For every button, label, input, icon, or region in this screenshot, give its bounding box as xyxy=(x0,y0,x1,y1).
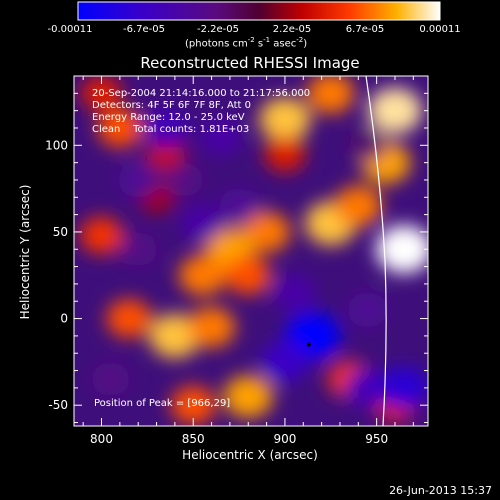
annotation-time: 20-Sep-2004 21:14:16.000 to 21:17:56.000 xyxy=(92,88,311,99)
intensity-blob xyxy=(143,108,189,148)
intensity-blob xyxy=(80,216,123,254)
intensity-blob xyxy=(218,188,260,224)
intensity-blob xyxy=(368,87,422,134)
plot-frame xyxy=(73,75,429,427)
footer-date: 26-Jun-2013 15:37 xyxy=(389,484,492,497)
x-axis-label: Heliocentric X (arcsec) xyxy=(182,448,318,462)
intensity-blob xyxy=(146,137,185,171)
intensity-blob xyxy=(379,366,428,410)
intensity-blob xyxy=(259,97,311,142)
y-tick-label: 100 xyxy=(45,138,68,152)
solar-limb xyxy=(365,76,387,426)
intensity-blob xyxy=(376,225,428,274)
x-tick-label: 950 xyxy=(365,432,388,446)
intensity-blob xyxy=(149,313,201,359)
intensity-blob xyxy=(178,254,227,296)
intensity-blob xyxy=(264,136,306,172)
peak-position-label: Position of Peak = [966,29] xyxy=(94,398,231,409)
colorbar-tick: 6.7e-05 xyxy=(345,24,385,35)
annotation-clean: Clean Total counts: 1.81E+03 xyxy=(92,124,250,135)
intensity-blob xyxy=(223,375,273,418)
intensity-blob xyxy=(81,76,122,111)
annotation-energy: Energy Range: 12.0 - 25.0 keV xyxy=(92,112,245,123)
intensity-blob xyxy=(118,232,158,266)
intensity-blob xyxy=(272,274,316,312)
colorbar-tick: -2.2e-05 xyxy=(197,24,239,35)
intensity-blob xyxy=(187,306,236,348)
intensity-blob xyxy=(225,255,271,295)
y-tick-label: 50 xyxy=(53,225,68,239)
intensity-blob xyxy=(344,368,391,408)
intensity-blob xyxy=(307,76,355,114)
annotation-detectors: Detectors: 4F 5F 6F 7F 8F, Att 0 xyxy=(92,100,252,111)
x-tick-label: 850 xyxy=(182,432,205,446)
colorbar xyxy=(77,1,441,21)
intensity-blob xyxy=(261,341,309,383)
x-tick-label: 900 xyxy=(273,432,296,446)
intensity-blob xyxy=(106,299,152,339)
colorbar-tick: 0.00011 xyxy=(419,24,461,35)
intensity-blob xyxy=(164,163,204,197)
intensity-blob xyxy=(170,385,216,425)
chart-title: Reconstructed RHESSI Image xyxy=(140,54,360,72)
y-tick-label: -50 xyxy=(48,398,68,412)
x-tick-label: 800 xyxy=(90,432,113,446)
colorbar-tick: -0.00011 xyxy=(47,24,93,35)
colorbar-unit: (photons cm-2 s-1 asec-2) xyxy=(185,36,308,50)
y-tick-label: 0 xyxy=(60,312,68,326)
peak-marker xyxy=(306,342,311,347)
intensity-blob xyxy=(117,162,159,198)
intensity-blob xyxy=(199,118,243,156)
intensity-blob xyxy=(91,362,130,396)
intensity-blob xyxy=(180,204,224,242)
intensity-blob xyxy=(347,292,388,328)
colorbar-tick: 2.2e-05 xyxy=(272,24,312,35)
colorbar-tick: -6.7e-05 xyxy=(123,24,165,35)
intensity-blob xyxy=(242,211,291,253)
intensity-blob xyxy=(334,185,382,227)
y-axis-label: Heliocentric Y (arcsec) xyxy=(18,184,32,320)
intensity-blob xyxy=(349,129,386,162)
intensity-blob xyxy=(97,108,143,148)
